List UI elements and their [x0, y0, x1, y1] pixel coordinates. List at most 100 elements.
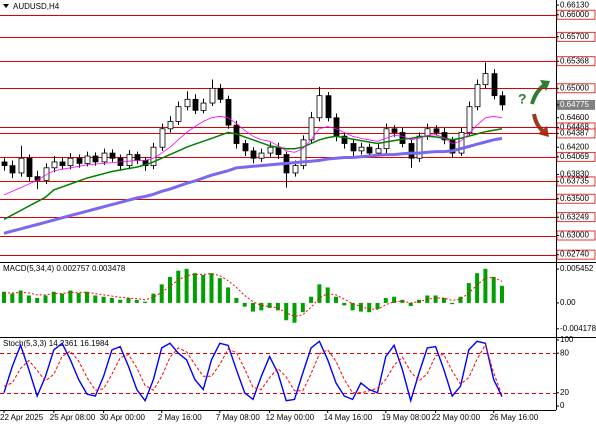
y-tick-label: 0.65368 — [560, 56, 589, 65]
candle-body — [408, 143, 415, 159]
x-tick-label: 2 May 16:00 — [158, 413, 203, 422]
macd-bar — [408, 302, 413, 307]
macd-bar — [500, 285, 504, 303]
y-tick-label: 0.63735 — [560, 177, 589, 186]
y-tick-label: 0.65000 — [560, 83, 589, 92]
x-tick-label: 22 Apr 2025 — [0, 413, 44, 422]
y-tick-label: 0.63830 — [560, 170, 589, 179]
x-tick-label: 30 Apr 00:00 — [100, 413, 146, 422]
macd-title: MACD(5,34,4) 0.002757 0.003478 — [3, 264, 126, 273]
candle-body — [358, 146, 365, 152]
macd-signal — [4, 273, 503, 318]
moving-average — [3, 115, 503, 196]
macd-bar — [458, 296, 463, 303]
y-tick-label: 0.63500 — [560, 194, 589, 203]
macd-bar — [342, 302, 347, 306]
candle-body — [9, 165, 16, 174]
macd-bar — [358, 302, 363, 312]
y-tick-label: 0.66130 — [560, 0, 589, 9]
candle-body — [43, 167, 50, 181]
y-tick-label: 0.64069 — [560, 152, 589, 161]
candle-body — [399, 132, 406, 144]
macd-bar — [192, 273, 197, 303]
forecast-question: ? — [518, 91, 527, 107]
y-tick-label: 0 — [560, 401, 565, 410]
macd-bar — [367, 302, 372, 313]
moving-average — [3, 128, 503, 220]
y-tick-label: 0.64775 — [560, 100, 589, 109]
candle-body — [482, 73, 489, 86]
macd-bar — [433, 295, 438, 303]
macd-bar — [209, 273, 214, 303]
macd-bar — [309, 296, 314, 303]
macd-bar — [350, 302, 355, 311]
forecast-arrows: ? — [518, 80, 550, 137]
macd-bar — [126, 297, 131, 303]
y-tick-label: 0.63249 — [560, 212, 589, 221]
macd-bar — [26, 295, 31, 303]
macd-bar — [267, 302, 272, 308]
macd-bar — [475, 273, 480, 303]
candle-body — [316, 95, 323, 119]
candle-body — [109, 152, 116, 159]
macd-bar — [159, 284, 164, 303]
macd-bar — [259, 302, 264, 311]
candle-body — [92, 155, 99, 163]
candle-body — [366, 146, 373, 154]
macd-bar — [118, 299, 123, 303]
candle-body — [300, 139, 307, 166]
macd-bar — [400, 299, 405, 303]
macd-bar — [275, 302, 280, 311]
candle-body — [474, 84, 481, 108]
y-tick-label: 80 — [560, 348, 569, 357]
macd-bar — [134, 299, 139, 303]
macd-bar — [284, 302, 289, 321]
symbol-menu-icon — [3, 4, 9, 8]
macd-bar — [109, 297, 114, 303]
macd-bar — [85, 291, 89, 303]
candle-body — [250, 150, 257, 159]
candle-body — [375, 148, 382, 154]
candle-body — [433, 128, 440, 133]
macd-bar — [184, 268, 189, 303]
y-tick-label: 0.64387 — [560, 129, 589, 138]
down-arrow-head — [538, 126, 549, 137]
x-tick-label: 14 May 16:00 — [324, 413, 373, 422]
candle-body — [26, 157, 33, 178]
x-tick-label: 12 May 00:00 — [266, 413, 315, 422]
moving-average — [3, 136, 503, 235]
x-tick-label: 22 May 00:00 — [432, 413, 481, 422]
candle-body — [209, 87, 216, 104]
candle-body — [441, 132, 448, 141]
y-tick-label: 0.62740 — [560, 250, 589, 259]
candle-body — [1, 161, 8, 166]
macd-bar — [201, 275, 206, 303]
x-tick-label: 25 Apr 08:00 — [50, 413, 96, 422]
y-tick-label: 0.63000 — [560, 231, 589, 240]
candle-body — [159, 128, 166, 148]
y-tick-label: 0.005452 — [560, 264, 594, 273]
y-tick-label: 0.00 — [560, 298, 576, 307]
stoch-title: Stoch(5,3,3) 14.2361 16.1984 — [3, 339, 109, 348]
last-price-box — [557, 99, 595, 110]
macd-bar — [317, 284, 322, 303]
candle-body — [292, 165, 299, 174]
macd-bar — [43, 295, 48, 303]
macd-bar — [441, 297, 446, 303]
macd-bar — [93, 295, 98, 303]
macd-bar — [251, 302, 255, 312]
candle-body — [225, 98, 232, 126]
candle-body — [499, 95, 506, 106]
candle-body — [416, 135, 423, 159]
candle-body — [341, 135, 348, 144]
chart-title: AUDUSD,H4 — [13, 2, 60, 11]
macd-bar — [334, 296, 338, 303]
macd-bar — [217, 278, 222, 303]
macd-bar — [143, 301, 148, 303]
candle-body — [458, 132, 465, 154]
macd-bar — [2, 291, 6, 303]
x-tick-label: 19 May 08:00 — [382, 413, 431, 422]
candle-body — [391, 128, 398, 133]
